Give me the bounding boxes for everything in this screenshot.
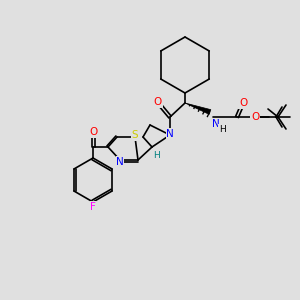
Text: O: O: [239, 98, 247, 108]
Text: F: F: [90, 202, 96, 212]
Text: N: N: [166, 129, 174, 139]
Text: O: O: [89, 127, 97, 137]
Text: N: N: [116, 157, 124, 167]
Text: H: H: [154, 151, 160, 160]
Polygon shape: [185, 103, 211, 114]
Text: N: N: [212, 119, 220, 129]
Text: O: O: [154, 97, 162, 107]
Text: H: H: [219, 124, 225, 134]
Text: S: S: [132, 130, 138, 140]
Text: O: O: [251, 112, 259, 122]
